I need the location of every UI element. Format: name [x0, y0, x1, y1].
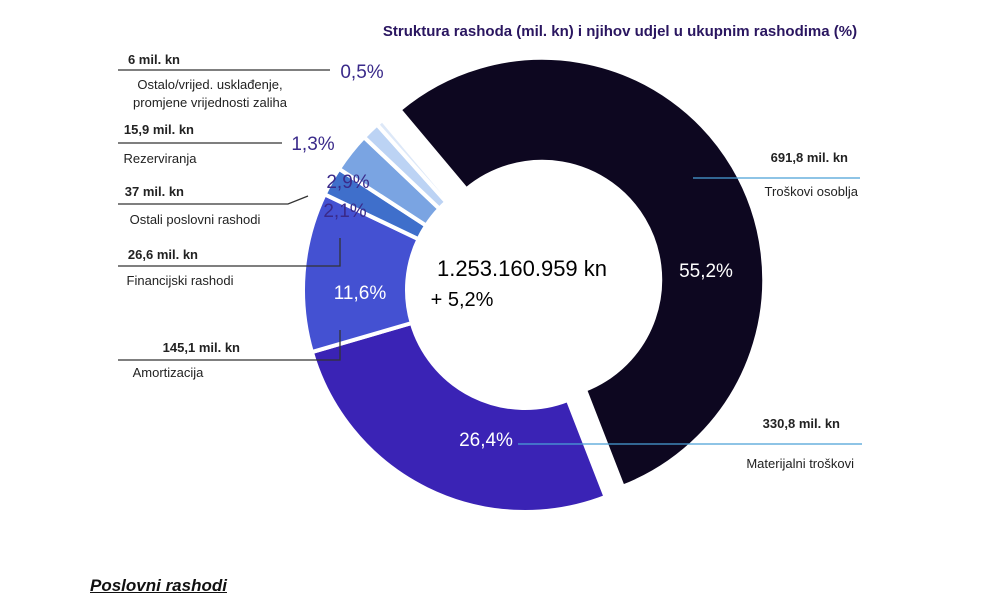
category-label-ostali-poslovni-rashodi: Ostali poslovni rashodi — [130, 212, 261, 227]
amount-label-materijalni-tro-kovi: 330,8 mil. kn — [763, 416, 840, 431]
amount-label-rezerviranja: 15,9 mil. kn — [124, 122, 194, 137]
percent-label-amortizacija: 11,6% — [334, 283, 387, 304]
percent-label-materijalni-tro-kovi: 26,4% — [459, 430, 513, 451]
percent-label-financijski-rashodi: 2,1% — [323, 201, 366, 222]
category-label-financijski-rashodi: Financijski rashodi — [127, 273, 234, 288]
slice-ostalo-vrijed-uskla-enje-promjene-vrijednosti-zaliha — [374, 117, 452, 205]
amount-label-ostalo-vrijed-uskla-enje-promjene-vrijednosti-zaliha: 6 mil. kn — [128, 52, 180, 67]
category-label-ostalo-vrijed-uskla-enje-promjene-vrijednosti-zaliha: Ostalo/vrijed. usklađenje, promjene vrije… — [133, 77, 288, 110]
percent-label-tro-kovi-osoblja: 55,2% — [679, 261, 733, 282]
amount-label-tro-kovi-osoblja: 691,8 mil. kn — [771, 150, 848, 165]
change-percent: + 5,2% — [431, 289, 494, 311]
amount-label-financijski-rashodi: 26,6 mil. kn — [128, 247, 198, 262]
slice-labels: 691,8 mil. kn Troškovi osoblja 55,2% 330,8 … — [124, 52, 859, 471]
leader-financijski-rashodi — [118, 238, 341, 267]
leader-amortizacija — [118, 330, 341, 361]
leader-ostali-poslovni-rashodi — [118, 195, 309, 205]
donut-slices — [301, 55, 767, 514]
category-label-rezerviranja: Rezerviranja — [124, 151, 198, 166]
leader-lines — [118, 69, 862, 445]
section-caption: Poslovni rashodi — [90, 576, 227, 595]
category-label-tro-kovi-osoblja: Troškovi osoblja — [765, 184, 859, 199]
amount-label-ostali-poslovni-rashodi: 37 mil. kn — [125, 184, 184, 199]
percent-label-ostalo-vrijed-uskla-enje-promjene-vrijednosti-zaliha: 0,5% — [340, 62, 383, 83]
amount-label-amortizacija: 145,1 mil. kn — [163, 340, 240, 355]
chart-title: Struktura rashoda (mil. kn) i njihov udj… — [383, 23, 857, 40]
percent-label-ostali-poslovni-rashodi: 2,9% — [326, 172, 369, 193]
category-label-amortizacija: Amortizacija — [133, 365, 205, 380]
slice-tro-kovi-osoblja — [396, 55, 767, 490]
slice-materijalni-tro-kovi — [309, 320, 609, 514]
total-expenses: 1.253.160.959 kn — [437, 256, 607, 281]
percent-label-rezerviranja: 1,3% — [291, 134, 334, 155]
category-label-materijalni-tro-kovi: Materijalni troškovi — [746, 456, 854, 471]
